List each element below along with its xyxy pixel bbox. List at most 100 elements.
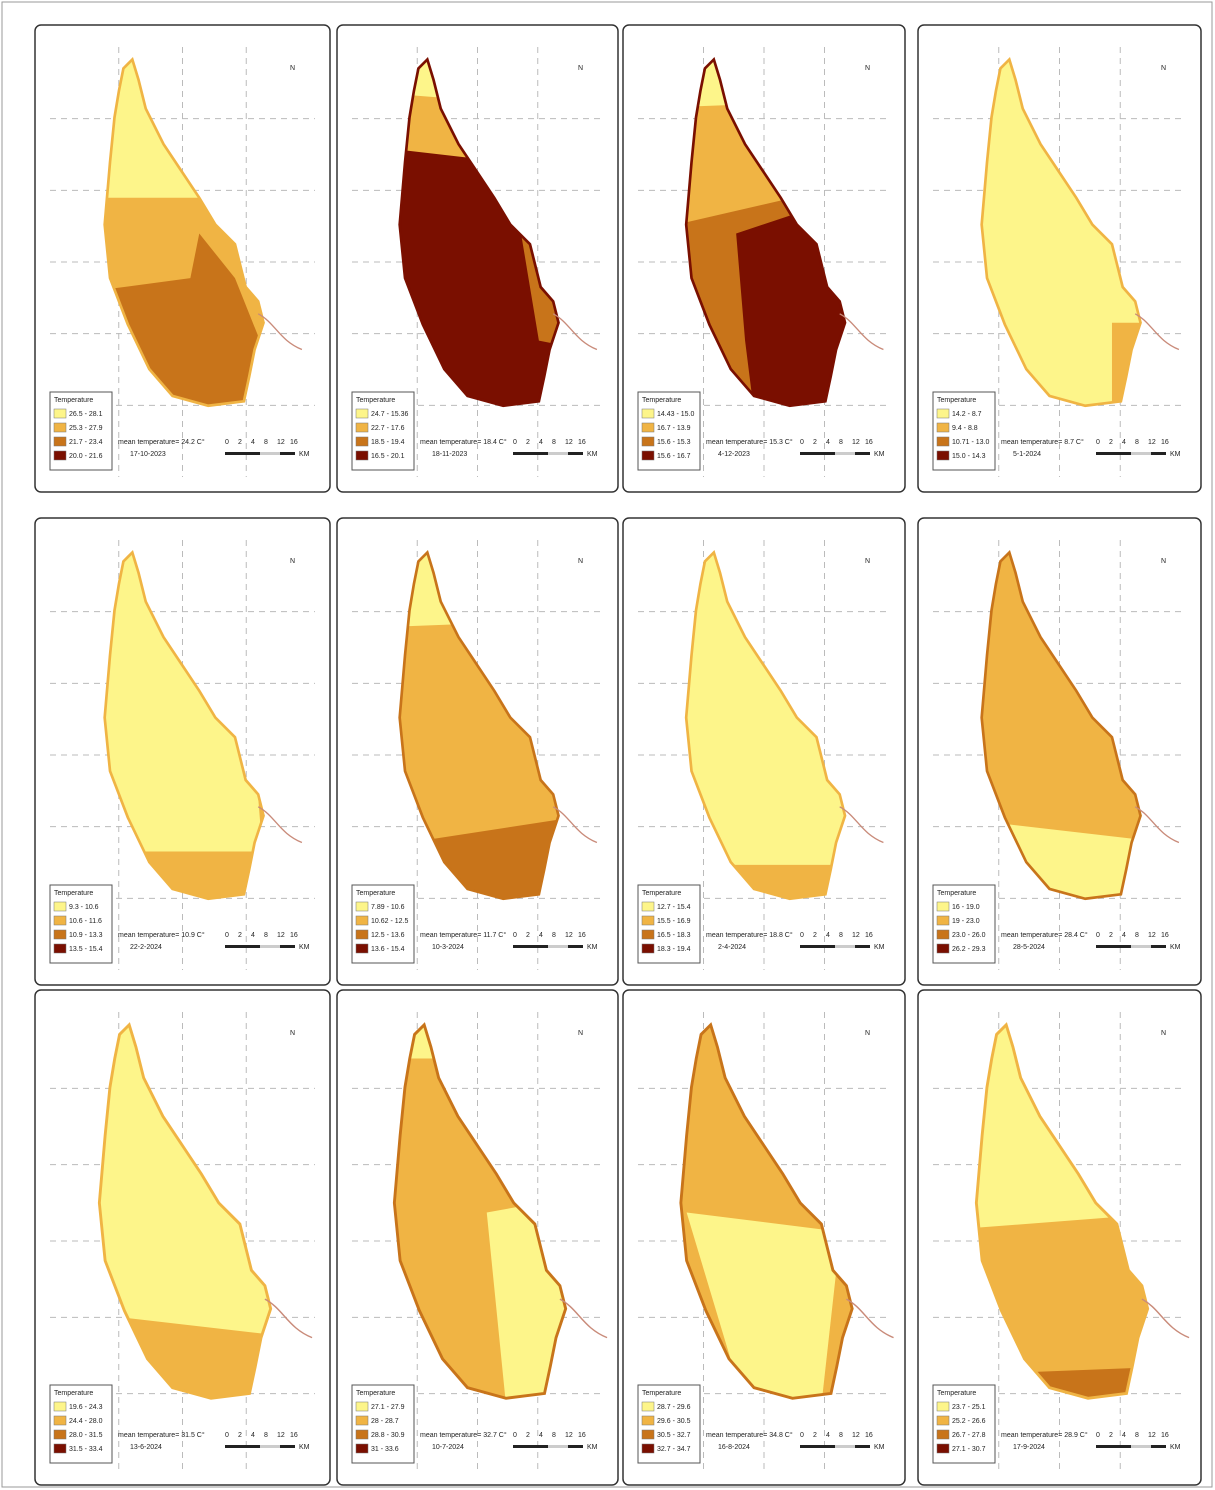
legend-label: 10.6 - 11.6: [69, 918, 102, 925]
legend-swatch: [936, 929, 950, 940]
scale-label: 2: [526, 1432, 530, 1439]
legend-swatch: [53, 408, 67, 419]
scale-bar: [835, 452, 855, 455]
scale-label: 16: [865, 439, 873, 446]
lake-outline: [974, 1022, 1150, 1400]
scale-label: 2: [238, 1432, 242, 1439]
legend-swatch: [355, 901, 369, 912]
legend-title: Temperature: [356, 1390, 395, 1397]
legend-title: Temperature: [54, 890, 93, 897]
river: [1141, 1298, 1190, 1339]
legend-label: 22.7 - 17.6: [371, 425, 405, 432]
legend-label: 26.5 - 28.1: [69, 411, 103, 418]
scale-unit: KM: [874, 944, 885, 951]
date: 17-9-2024: [1013, 1444, 1045, 1451]
scale-label: 12: [277, 932, 285, 939]
scale-unit: KM: [1170, 944, 1181, 951]
legend-label: 13.6 - 15.4: [371, 946, 405, 953]
scale-label: 4: [539, 439, 543, 446]
legend-label: 28 - 28.7: [371, 1418, 399, 1425]
scale-label: 4: [1122, 932, 1126, 939]
river: [552, 806, 598, 844]
mean-temperature: mean temperature= 24.2 C°: [118, 438, 205, 446]
scale-label: 0: [1096, 1432, 1100, 1439]
legend-label: 13.5 - 15.4: [69, 946, 103, 953]
scale-label: 8: [1135, 439, 1139, 446]
north-arrow: N: [578, 65, 583, 72]
legend-swatch: [355, 450, 369, 461]
river: [839, 806, 884, 844]
legend-label: 25.2 - 26.6: [952, 1418, 986, 1425]
scale-label: 16: [1161, 439, 1169, 446]
north-arrow: N: [1161, 558, 1166, 565]
legend-label: 28.8 - 30.9: [371, 1432, 405, 1439]
legend-label: 14.43 - 15.0: [657, 411, 694, 418]
scale-label: 16: [578, 1432, 586, 1439]
legend-swatch: [355, 408, 369, 419]
scale-label: 0: [225, 932, 229, 939]
scale-label: 0: [1096, 932, 1100, 939]
scale-label: 12: [277, 439, 285, 446]
legend-swatch: [936, 901, 950, 912]
legend-swatch: [641, 943, 655, 954]
mean-temperature: mean temperature= 8.7 C°: [1001, 438, 1084, 446]
legend-label: 25.3 - 27.9: [69, 425, 103, 432]
scale-unit: KM: [587, 451, 598, 458]
lake-outline: [980, 56, 1142, 408]
legend-label: 16.5 - 20.1: [371, 453, 405, 460]
legend-title: Temperature: [642, 890, 681, 897]
legend-label: 31 - 33.6: [371, 1446, 399, 1453]
legend-label: 18.3 - 19.4: [657, 946, 691, 953]
legend-swatch: [936, 1415, 950, 1426]
date: 18-11-2023: [432, 451, 467, 458]
legend-label: 16 - 19.0: [952, 904, 980, 911]
legend-swatch: [355, 436, 369, 447]
legend-label: 26.2 - 29.3: [952, 946, 986, 953]
river: [1134, 806, 1180, 844]
scale-label: 16: [578, 932, 586, 939]
scale-label: 0: [800, 932, 804, 939]
legend-title: Temperature: [937, 1390, 976, 1397]
scale-label: 2: [813, 932, 817, 939]
legend-swatch: [936, 1429, 950, 1440]
legend-label: 10.9 - 13.3: [69, 932, 103, 939]
date: 4-12-2023: [718, 451, 750, 458]
legend-swatch: [936, 436, 950, 447]
scale-label: 4: [826, 439, 830, 446]
scale-label: 0: [800, 439, 804, 446]
scale-label: 4: [1122, 439, 1126, 446]
scale-label: 8: [1135, 1432, 1139, 1439]
scale-bar: [1131, 452, 1151, 455]
map-panel: N Temperature 26.5 - 28.1 25.3 - 27.9 21.7 -…: [34, 24, 331, 493]
legend-swatch: [641, 915, 655, 926]
mean-temperature: mean temperature= 28.9 C°: [1001, 1431, 1088, 1439]
scale-label: 0: [513, 932, 517, 939]
lake-outline: [980, 549, 1142, 901]
date: 5-1-2024: [1013, 451, 1041, 458]
legend-label: 12.7 - 15.4: [657, 904, 691, 911]
legend-swatch: [936, 943, 950, 954]
scale-label: 16: [865, 1432, 873, 1439]
scale-label: 12: [852, 932, 860, 939]
legend-label: 9.3 - 10.6: [69, 904, 99, 911]
map-panel: N Temperature 12.7 - 15.4 15.5 - 16.9 16.5 -…: [622, 517, 906, 986]
legend-swatch: [53, 1415, 67, 1426]
north-arrow: N: [865, 558, 870, 565]
legend-label: 29.6 - 30.5: [657, 1418, 691, 1425]
scale-bar: [548, 945, 568, 948]
legend-label: 9.4 - 8.8: [952, 425, 978, 432]
scale-bar: [260, 1445, 280, 1448]
scale-bar: [260, 945, 280, 948]
scale-label: 2: [1109, 932, 1113, 939]
scale-bar: [1131, 1445, 1151, 1448]
scale-label: 12: [565, 439, 573, 446]
date: 28-5-2024: [1013, 944, 1045, 951]
river: [839, 313, 884, 351]
scale-label: 0: [800, 1432, 804, 1439]
legend-label: 10.71 - 13.0: [952, 439, 989, 446]
north-arrow: N: [1161, 65, 1166, 72]
north-arrow: N: [578, 558, 583, 565]
scale-label: 2: [813, 439, 817, 446]
map-panel: N Temperature 24.7 - 15.36 22.7 - 17.6 18.5 …: [336, 24, 619, 493]
scale-label: 2: [1109, 439, 1113, 446]
